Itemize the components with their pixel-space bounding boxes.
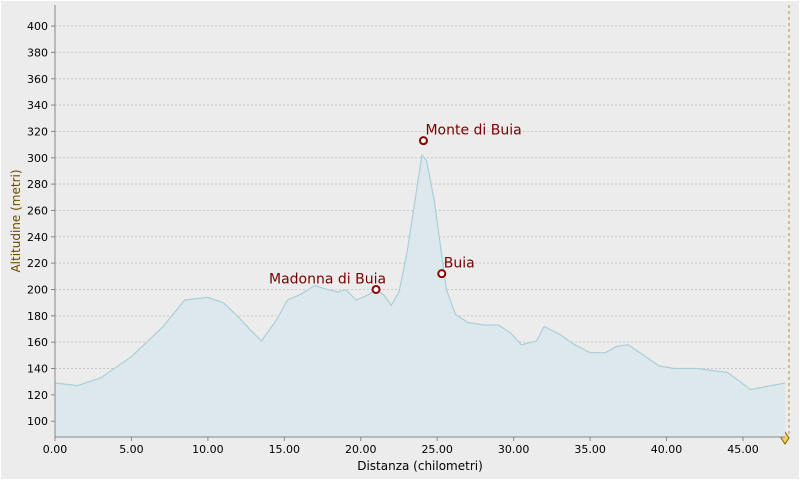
y-tick-label: 320 — [27, 125, 48, 138]
y-axis-label: Altitudine (metri) — [9, 169, 23, 272]
y-tick-label: 300 — [27, 152, 48, 165]
elevation-line — [54, 153, 786, 391]
y-tick-label: 220 — [27, 257, 48, 270]
y-tick-label: 200 — [27, 283, 48, 296]
x-tick-label: 15.00 — [269, 443, 301, 456]
x-tick-label: 35.00 — [574, 443, 606, 456]
y-tick-label: 240 — [27, 231, 48, 244]
x-tick-label: 5.00 — [119, 443, 144, 456]
x-tick-label: 0.00 — [43, 443, 68, 456]
x-tick-label: 20.00 — [345, 443, 377, 456]
y-tick-label: 160 — [27, 336, 48, 349]
elevation-area — [55, 155, 785, 437]
waypoint-marker — [437, 269, 447, 279]
waypoint-label: Madonna di Buia — [269, 271, 386, 287]
y-tick-label: 180 — [27, 310, 48, 323]
y-tick-label: 260 — [27, 204, 48, 217]
y-tick-label: 360 — [27, 73, 48, 86]
y-tick-label: 120 — [27, 389, 48, 402]
y-tick-label: 140 — [27, 363, 48, 376]
y-tick-label: 380 — [27, 46, 48, 59]
x-tick-label: 40.00 — [651, 443, 683, 456]
y-tick-label: 400 — [27, 20, 48, 33]
waypoint-marker — [371, 284, 381, 294]
x-axis-label: Distanza (chilometri) — [357, 459, 483, 473]
y-tick-label: 100 — [27, 415, 48, 428]
waypoint-marker — [418, 136, 428, 146]
y-tick-label: 340 — [27, 99, 48, 112]
x-tick-label: 10.00 — [192, 443, 224, 456]
x-tick-label: 25.00 — [421, 443, 453, 456]
y-tick-label: 280 — [27, 178, 48, 191]
x-tick-label: 30.00 — [498, 443, 530, 456]
x-tick-label: 45.00 — [727, 443, 759, 456]
waypoint-label: Monte di Buia — [425, 123, 521, 139]
waypoint-label: Buia — [444, 256, 475, 272]
